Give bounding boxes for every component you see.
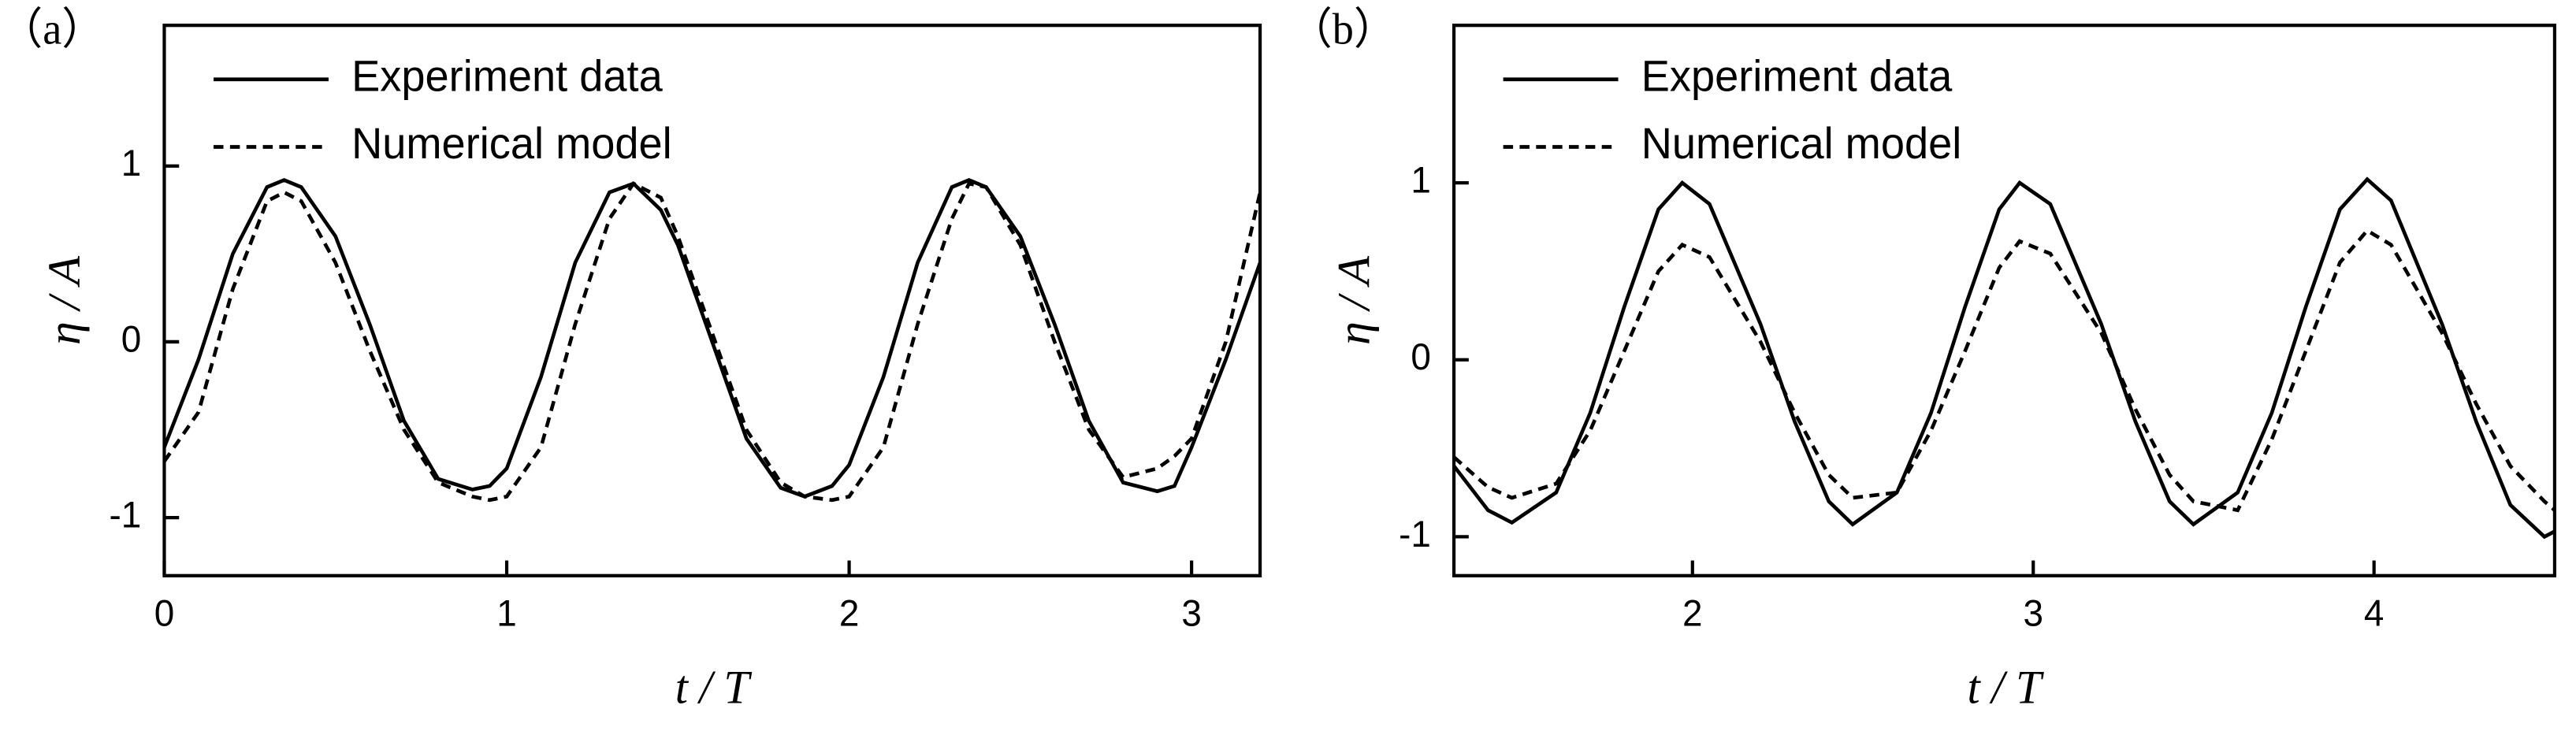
- panel-label: （b）: [1290, 5, 1396, 54]
- y-tick-label: 0: [121, 318, 142, 360]
- x-tick-label: 2: [839, 592, 860, 634]
- y-tick-label: 0: [1411, 336, 1431, 378]
- y-axis-label: η / A: [1328, 255, 1379, 345]
- x-axis-label: t / T: [675, 661, 753, 714]
- y-axis-label: η / A: [39, 255, 90, 345]
- panel-label: （a）: [0, 5, 104, 54]
- y-tick-label: 1: [1411, 159, 1431, 201]
- y-tick-label: -1: [110, 494, 142, 536]
- x-tick-label: 0: [154, 592, 175, 634]
- legend-label: Numerical model: [351, 118, 672, 168]
- legend-label: Numerical model: [1641, 118, 1962, 168]
- x-tick-label: 3: [1181, 592, 1202, 634]
- legend-label: Experiment data: [1641, 51, 1953, 101]
- x-tick-label: 2: [1682, 592, 1703, 634]
- y-tick-label: 1: [121, 143, 142, 184]
- plot-frame: [162, 24, 1262, 577]
- x-axis-label: t / T: [1967, 661, 2044, 714]
- data-line: [162, 178, 1262, 499]
- plot-frame: [1452, 24, 2556, 577]
- data-line: [1452, 228, 2556, 513]
- y-tick-label: -1: [1399, 513, 1431, 555]
- x-tick-label: 4: [2364, 592, 2385, 634]
- legend-label: Experiment data: [351, 51, 663, 101]
- x-tick-label: 3: [2023, 592, 2043, 634]
- x-tick-label: 1: [496, 592, 517, 634]
- data-line: [1452, 176, 2556, 540]
- data-line: [162, 181, 1262, 503]
